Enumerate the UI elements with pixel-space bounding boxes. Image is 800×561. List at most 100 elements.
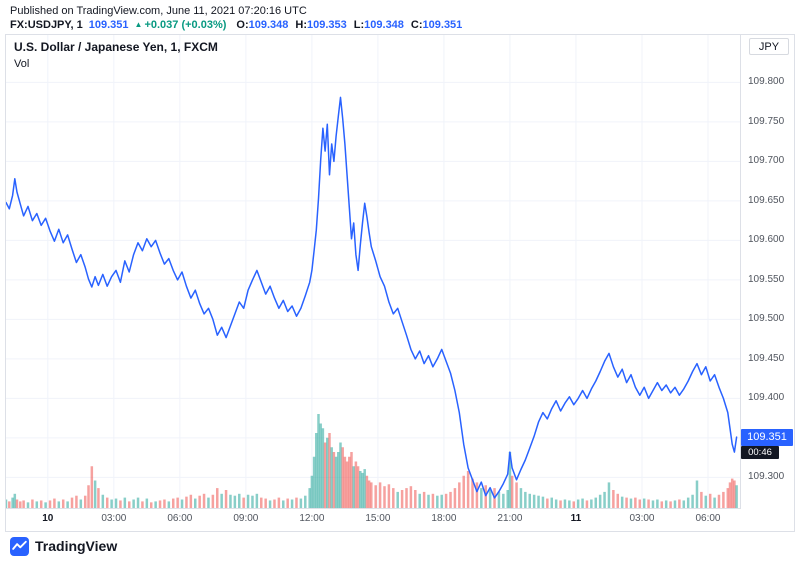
tradingview-logo-icon[interactable] — [10, 536, 29, 556]
time-axis-day-label: 11 — [570, 513, 582, 524]
low-label: L: — [353, 19, 365, 31]
price-axis-label: 109.400 — [748, 392, 785, 404]
volume-bar — [53, 498, 56, 509]
volume-bar — [123, 497, 127, 509]
volume-bar — [730, 478, 734, 509]
footer-brand-bar: TradingView — [0, 532, 117, 560]
volume-bar — [176, 497, 179, 509]
price-axis-label: 109.300 — [748, 471, 785, 483]
volume-bar — [348, 456, 351, 509]
volume-bar — [83, 495, 87, 509]
volume-bar — [642, 498, 646, 509]
volume-bar — [202, 493, 206, 509]
volume-bar — [282, 500, 285, 509]
volume-bar — [590, 499, 593, 509]
bar-countdown-badge: 00:46 — [741, 445, 779, 459]
volume-bar — [546, 498, 549, 509]
volume-bar — [127, 501, 131, 509]
chart-legend-title[interactable]: U.S. Dollar / Japanese Yen, 1, FXCM — [14, 40, 218, 54]
volume-bar — [101, 494, 105, 509]
currency-toggle-button[interactable]: JPY — [749, 38, 789, 55]
price-line-series — [6, 96, 738, 499]
volume-bar — [341, 447, 344, 509]
volume-bar — [669, 501, 672, 509]
volume-bar — [607, 482, 611, 509]
volume-bar — [87, 485, 90, 509]
volume-bar — [66, 501, 69, 509]
volume-bar — [31, 499, 34, 509]
volume-bar — [524, 491, 527, 509]
volume-bar — [352, 466, 355, 509]
volume-bar — [598, 494, 602, 509]
volume-bar — [400, 490, 404, 509]
chart-legend-volume[interactable]: Vol — [14, 58, 30, 70]
chart-legend: U.S. Dollar / Japanese Yen, 1, FXCM Vol — [14, 40, 218, 70]
symbol-name[interactable]: FX:USDJPY, 1 — [10, 19, 83, 31]
time-axis[interactable]: 10 03:00 06:00 09:00 12:00 15:00 18:00 21:00 11 0… — [6, 508, 794, 531]
volume-bar — [312, 456, 316, 509]
time-axis-label: 18:00 — [431, 513, 457, 524]
volume-bar — [365, 475, 369, 509]
volume-bar — [673, 500, 677, 509]
price-axis-label: 109.450 — [748, 352, 785, 364]
volume-bar — [6, 499, 8, 509]
volume-bar — [136, 497, 140, 509]
volume-bar — [572, 501, 576, 509]
volume-bar — [475, 482, 479, 509]
volume-bar — [576, 499, 580, 509]
volume-bar — [471, 478, 474, 509]
volume-bar — [233, 495, 237, 509]
volume-bar — [264, 498, 267, 509]
price-axis-label: 109.700 — [748, 155, 785, 167]
volume-bar — [90, 466, 94, 509]
price-axis-label: 109.600 — [748, 234, 785, 246]
volume-bar — [277, 497, 281, 509]
time-axis-label: 12:00 — [299, 513, 325, 524]
volume-bar — [343, 456, 347, 509]
volume-bar — [704, 495, 708, 509]
volume-bar — [444, 493, 448, 509]
volume-bar — [387, 484, 391, 509]
volume-bar — [114, 498, 118, 509]
volume-bar — [367, 480, 371, 509]
volume-bar — [323, 442, 327, 509]
time-axis-label: 03:00 — [101, 513, 127, 524]
volume-bar — [418, 493, 421, 509]
volume-bar — [722, 491, 725, 509]
volume-bar — [167, 501, 171, 509]
volume-bar — [480, 488, 483, 509]
volume-bar — [75, 495, 78, 509]
volume-bar — [141, 501, 144, 509]
volume-bar — [220, 493, 223, 509]
volume-bar — [733, 480, 736, 509]
time-axis-label: 09:00 — [233, 513, 259, 524]
price-axis[interactable]: JPY 109.351 00:46 109.800 109.750 109.700 1… — [740, 35, 794, 509]
open-label: O: — [236, 19, 249, 31]
volume-bar — [317, 414, 320, 509]
volume-bar — [79, 499, 83, 509]
volume-bar — [612, 490, 615, 509]
price-axis-label: 109.500 — [748, 313, 785, 325]
high-value: 109.353 — [307, 19, 347, 31]
volume-bar — [620, 496, 624, 509]
volume-bar — [713, 497, 716, 509]
volume-bar — [488, 490, 492, 509]
volume-bar — [216, 488, 219, 509]
volume-bar — [145, 498, 149, 509]
volume-bar — [414, 490, 417, 509]
volume-bar — [19, 501, 22, 509]
volume-bar — [295, 497, 298, 509]
volume-bar — [436, 495, 439, 509]
volume-bar — [319, 423, 322, 509]
volume-bar — [629, 498, 633, 509]
volume-bar — [119, 500, 122, 509]
volume-bar — [585, 500, 589, 509]
chart-frame: U.S. Dollar / Japanese Yen, 1, FXCM Vol … — [5, 34, 795, 532]
volume-bar — [728, 482, 732, 509]
volume-bar — [337, 452, 340, 509]
price-chart-plot[interactable]: U.S. Dollar / Japanese Yen, 1, FXCM Vol — [6, 35, 741, 509]
volume-bar — [427, 494, 430, 509]
volume-bar — [149, 502, 153, 509]
tradingview-wordmark[interactable]: TradingView — [35, 538, 118, 554]
volume-bar — [691, 494, 694, 509]
